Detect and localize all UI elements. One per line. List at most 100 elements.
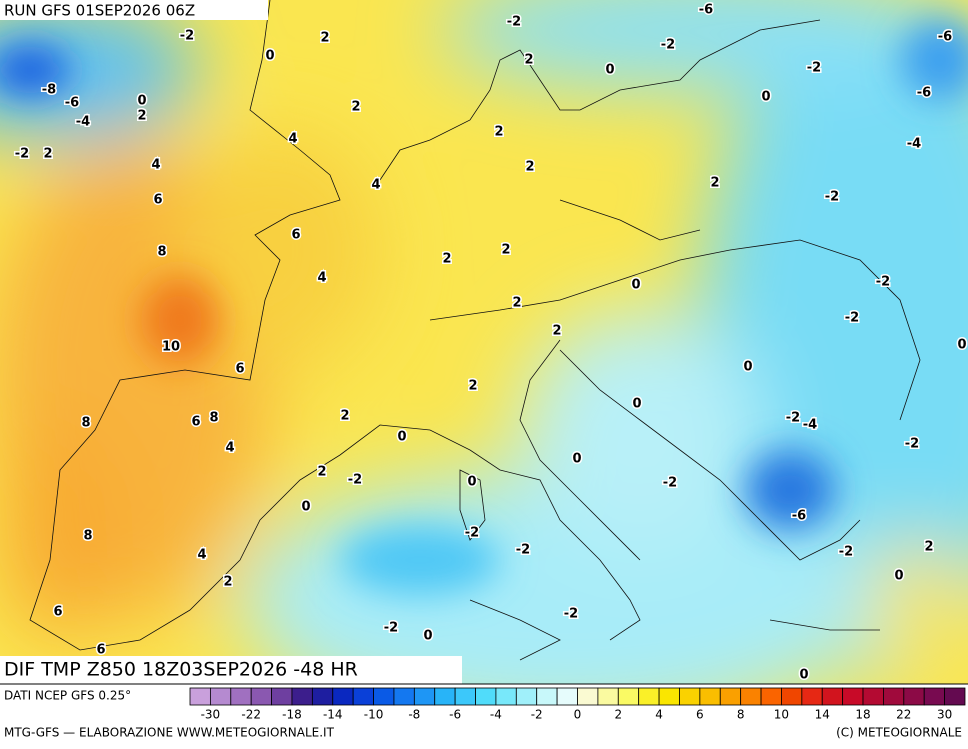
color-swatch [209,687,232,706]
contour-label: -2 [876,275,890,290]
contour-label: 2 [501,243,510,258]
color-swatch [903,687,925,706]
color-swatch [597,687,619,706]
colorbar-tick-label: -18 [282,708,302,722]
colorbar-tick-label: -14 [323,708,343,722]
contour-label: 2 [524,53,533,68]
colorbar-tick-label: 0 [574,708,582,722]
color-swatch [250,687,272,706]
contour-label: 2 [710,176,719,191]
run-title: RUN GFS 01SEP2026 06Z [4,2,195,20]
color-swatch [271,687,293,706]
contour-label: 0 [761,90,770,105]
contour-label: -2 [786,411,800,426]
contour-label: 0 [137,94,146,109]
contour-label: 0 [743,360,752,375]
contour-label: 4 [317,271,326,286]
color-swatch [801,687,823,706]
contour-labels: -202-2-6-6-220 -2-60-8-6 02-424 2-4-2 244226… [13,1,968,684]
contour-label: 0 [632,397,641,412]
contour-label: -2 [15,147,29,162]
field-title: DIF TMP Z850 18Z03SEP2026 -48 HR [4,659,358,681]
contour-label: -2 [807,61,821,76]
color-swatch [617,687,640,706]
contour-label: -2 [465,526,479,541]
contour-label: 2 [552,324,561,339]
contour-label: 0 [605,63,614,78]
field-box [0,656,462,684]
color-swatch [475,687,497,706]
copyright: (C) METEOGIORNALE [836,726,962,740]
colorbar-tick-label: 4 [655,708,663,722]
contour-label: 4 [151,158,160,173]
color-swatch [679,687,701,706]
colorbar-tick-label: -2 [531,708,543,722]
color-swatch [556,687,578,706]
data-source: DATI NCEP GFS 0.25° [4,689,131,703]
contour-label: 2 [442,252,451,267]
colorbar-tick-label: -22 [241,708,261,722]
contour-label: 2 [320,31,329,46]
contour-label: 0 [265,49,274,64]
contour-label: -2 [507,15,521,30]
contour-label: -4 [907,137,921,152]
contour-label: -2 [516,543,530,558]
color-swatch [536,687,558,706]
contour-label: 2 [468,379,477,394]
coastlines [29,0,921,661]
contour-label: 2 [351,100,360,115]
color-swatch [944,687,966,706]
color-swatch [189,687,211,706]
contour-label: -6 [65,96,79,111]
contour-label: 2 [525,160,534,175]
contour-label: -6 [792,509,806,524]
color-swatch [454,687,476,706]
color-swatch [760,687,782,706]
contour-label: 2 [137,109,146,124]
contour-label: -6 [917,86,931,101]
contour-label: -4 [803,418,817,433]
color-swatch [373,687,395,706]
contour-label: 8 [81,416,90,431]
contour-label: 0 [957,338,966,353]
colorbar-tick-label: -8 [408,708,420,722]
contour-label: 6 [153,193,162,208]
contour-label: 6 [96,643,105,658]
colorbar-tick-label: 2 [614,708,622,722]
contour-label: 2 [340,409,349,424]
color-swatch [291,687,313,706]
contour-label: 6 [53,605,62,620]
contour-label: 0 [467,475,476,490]
contour-label: -2 [384,621,398,636]
color-swatch [434,687,456,706]
colorbar-tick-label: 18 [855,708,870,722]
colorbar-tick-label: 30 [937,708,952,722]
color-swatch [638,687,660,706]
contour-label: 8 [157,245,166,260]
color-swatch [883,687,905,706]
contour-label: 2 [924,540,933,555]
contour-label: 2 [317,465,326,480]
color-swatch [311,687,334,706]
color-swatch [332,687,354,706]
contour-label: 10 [162,340,180,355]
contour-label: 0 [572,452,581,467]
colorbar-tick-label: 6 [696,708,704,722]
colorbar-tick-label: -6 [449,708,461,722]
map-field: -202-2-6-6-220 -2-60-8-6 02-424 2-4-2 244226… [0,0,968,684]
contour-label: -2 [663,476,677,491]
contour-label: 8 [209,411,218,426]
contour-label: -2 [839,545,853,560]
colorbar: -30 -22 -18 -14 -10 -8 -6 -4 -2 0 2 4 6 8 10 14 18 22 30 [189,687,966,722]
contour-label: -2 [348,473,362,488]
contour-label: 0 [423,629,432,644]
contour-label: 4 [225,441,234,456]
color-swatch [842,687,864,706]
colorbar-tick-label: 8 [737,708,745,722]
colorbar-tick-label: 14 [815,708,830,722]
colorbar-tick-label: 10 [774,708,789,722]
contour-label: -2 [845,311,859,326]
contour-label: -2 [905,437,919,452]
contour-label: 4 [288,132,297,147]
